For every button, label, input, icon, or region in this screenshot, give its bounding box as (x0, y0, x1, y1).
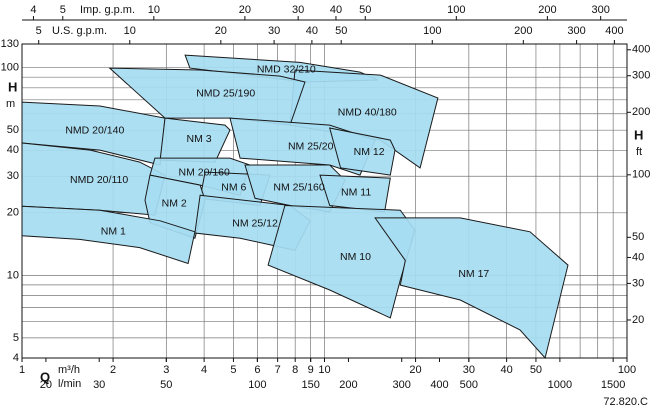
x-axis-label: Q (40, 369, 50, 384)
y2-tick-label: 200 (632, 106, 650, 118)
y2-tick-label: 30 (632, 277, 644, 289)
x4-tick-label: 300 (567, 25, 585, 37)
region-label: NMD 25/190 (196, 88, 255, 100)
x4-tick-label: 30 (268, 25, 280, 37)
x3-tick-label: 40 (330, 4, 342, 16)
x2-tick-label: 50 (160, 379, 172, 391)
x3-tick-label: 300 (591, 4, 609, 16)
y2-axis-label: H (634, 127, 643, 142)
x-tick-label: 5 (230, 364, 236, 376)
region-label: NMD 40/180 (338, 106, 397, 118)
x-tick-label: 7 (275, 364, 281, 376)
x2-tick-label: 300 (393, 379, 411, 391)
region-label: NM 10 (340, 251, 371, 263)
x3-tick-label: 50 (359, 4, 371, 16)
x-tick-label: 4 (201, 364, 207, 376)
x3-tick-label: 10 (148, 4, 160, 16)
y-tick-label: 4 (13, 352, 19, 364)
x4-axis-label: U.S. g.p.m. (52, 25, 107, 37)
x-tick-label: 3 (163, 364, 169, 376)
region-label: NM 25/160 (273, 181, 325, 193)
y-tick-label: 30 (7, 170, 19, 182)
x-tick-label: 100 (618, 364, 636, 376)
y-tick-label: 130 (1, 38, 19, 50)
y-tick-label: 5 (13, 332, 19, 344)
region-label: NM 17 (458, 268, 489, 280)
pump-region (329, 127, 396, 176)
pump-region (21, 205, 196, 265)
x4-tick-label: 5 (36, 25, 42, 37)
x4-tick-label: 100 (423, 25, 441, 37)
y-tick-label: 20 (7, 207, 19, 219)
x2-tick-label: 150 (301, 379, 319, 391)
x-tick-label: 1 (19, 364, 25, 376)
pump-region (108, 67, 306, 126)
region-label: NM 6 (221, 182, 246, 194)
x2-tick-label: 30 (93, 379, 105, 391)
x4-tick-label: 200 (514, 25, 532, 37)
x3-tick-label: 200 (538, 4, 556, 16)
region-label: NM 11 (341, 186, 371, 198)
y2-tick-label: 400 (632, 44, 650, 56)
x2-tick-label: 500 (460, 379, 478, 391)
x-tick-label: 2 (110, 364, 116, 376)
y2-tick-label: 300 (632, 70, 650, 82)
x-tick-label: 40 (500, 364, 512, 376)
x-tick-label: 30 (463, 364, 475, 376)
y-axis-unit: m (6, 98, 15, 110)
y2-tick-label: 50 (632, 231, 644, 243)
x-tick-label: 9 (308, 364, 314, 376)
x-tick-label: 50 (530, 364, 542, 376)
pump-region (159, 117, 231, 163)
region-label: NMD 32/210 (257, 64, 316, 76)
x3-tick-label: 20 (239, 4, 251, 16)
y2-axis-unit: ft (636, 146, 642, 158)
x4-tick-label: 400 (605, 25, 623, 37)
x4-tick-label: 40 (306, 25, 318, 37)
region-label: NM 1 (101, 226, 126, 238)
x-tick-label: 10 (318, 364, 330, 376)
x3-tick-label: 5 (60, 4, 66, 16)
x3-tick-label: 30 (292, 4, 304, 16)
region-label: NM 3 (186, 133, 211, 145)
x4-tick-label: 10 (124, 25, 136, 37)
region-label: NM 20/160 (178, 167, 230, 179)
x2-axis-label: l/min (58, 378, 81, 390)
x3-tick-label: 100 (447, 4, 465, 16)
x-tick-label: 20 (409, 364, 421, 376)
x2-tick-label: 100 (248, 379, 266, 391)
region-label: NMD 20/140 (65, 124, 124, 136)
x2-tick-label: 20 (40, 379, 52, 391)
region-label: NM 25/20 (288, 141, 334, 153)
x3-tick-label: 4 (30, 4, 36, 16)
pump-region (374, 217, 569, 360)
x2-tick-label: 400 (430, 379, 448, 391)
x-tick-label: 6 (254, 364, 260, 376)
y-tick-label: 100 (1, 62, 19, 74)
x4-tick-label: 50 (335, 25, 347, 37)
region-label: NM 25/12 (232, 218, 278, 230)
x4-tick-label: 20 (215, 25, 227, 37)
region-label: NMD 20/110 (70, 174, 128, 186)
x2-tick-label: 200 (339, 379, 357, 391)
y-tick-label: 40 (7, 144, 19, 156)
x-tick-label: 8 (292, 364, 298, 376)
x-axis-unit: m³/h (58, 364, 80, 376)
y-tick-label: 50 (7, 124, 19, 136)
note: 72.820.C (603, 396, 648, 408)
y-axis-label: H (8, 79, 17, 94)
region-label: NM 2 (162, 197, 187, 209)
x2-tick-label: 1500 (601, 379, 625, 391)
x3-axis-label: Imp. g.p.m. (80, 4, 135, 16)
y2-tick-label: 20 (632, 314, 644, 326)
region-label: NM 12 (354, 146, 385, 158)
pump-region (267, 204, 416, 319)
y-tick-label: 10 (7, 269, 19, 281)
y2-tick-label: 40 (632, 251, 644, 263)
y2-tick-label: 100 (632, 169, 650, 181)
x2-tick-label: 1000 (548, 379, 572, 391)
